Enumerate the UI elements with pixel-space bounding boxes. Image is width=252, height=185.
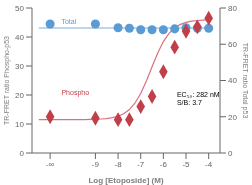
svg-text:30: 30 [15, 62, 24, 71]
svg-text:0: 0 [228, 149, 233, 158]
svg-text:-7: -7 [137, 160, 145, 169]
svg-text:40: 40 [228, 76, 237, 85]
svg-text:50: 50 [15, 4, 24, 13]
svg-text:40: 40 [15, 33, 24, 42]
svg-text:-8: -8 [115, 160, 123, 169]
svg-text:80: 80 [228, 4, 237, 13]
svg-text:-9: -9 [92, 160, 100, 169]
svg-text:Log [Etoposide] (M): Log [Etoposide] (M) [88, 176, 163, 185]
svg-text:20: 20 [228, 113, 237, 122]
svg-text:TR-FRET ratio Total p53: TR-FRET ratio Total p53 [241, 43, 244, 119]
svg-text:EC₅₀: 282 nMS/B: 3.7: EC₅₀: 282 nMS/B: 3.7 [177, 90, 220, 106]
svg-text:TR-FRET ratio Phospho-p53: TR-FRET ratio Phospho-p53 [8, 36, 11, 125]
svg-text:60: 60 [228, 40, 237, 49]
svg-text:20: 20 [15, 91, 24, 100]
svg-text:Phospho: Phospho [61, 89, 89, 97]
svg-text:-4: -4 [205, 160, 213, 169]
svg-text:-5: -5 [182, 160, 190, 169]
svg-text:-∞: -∞ [46, 160, 55, 169]
svg-text:0: 0 [20, 149, 25, 158]
svg-text:10: 10 [15, 120, 24, 129]
svg-text:-6: -6 [160, 160, 168, 169]
svg-text:Total: Total [61, 18, 76, 25]
